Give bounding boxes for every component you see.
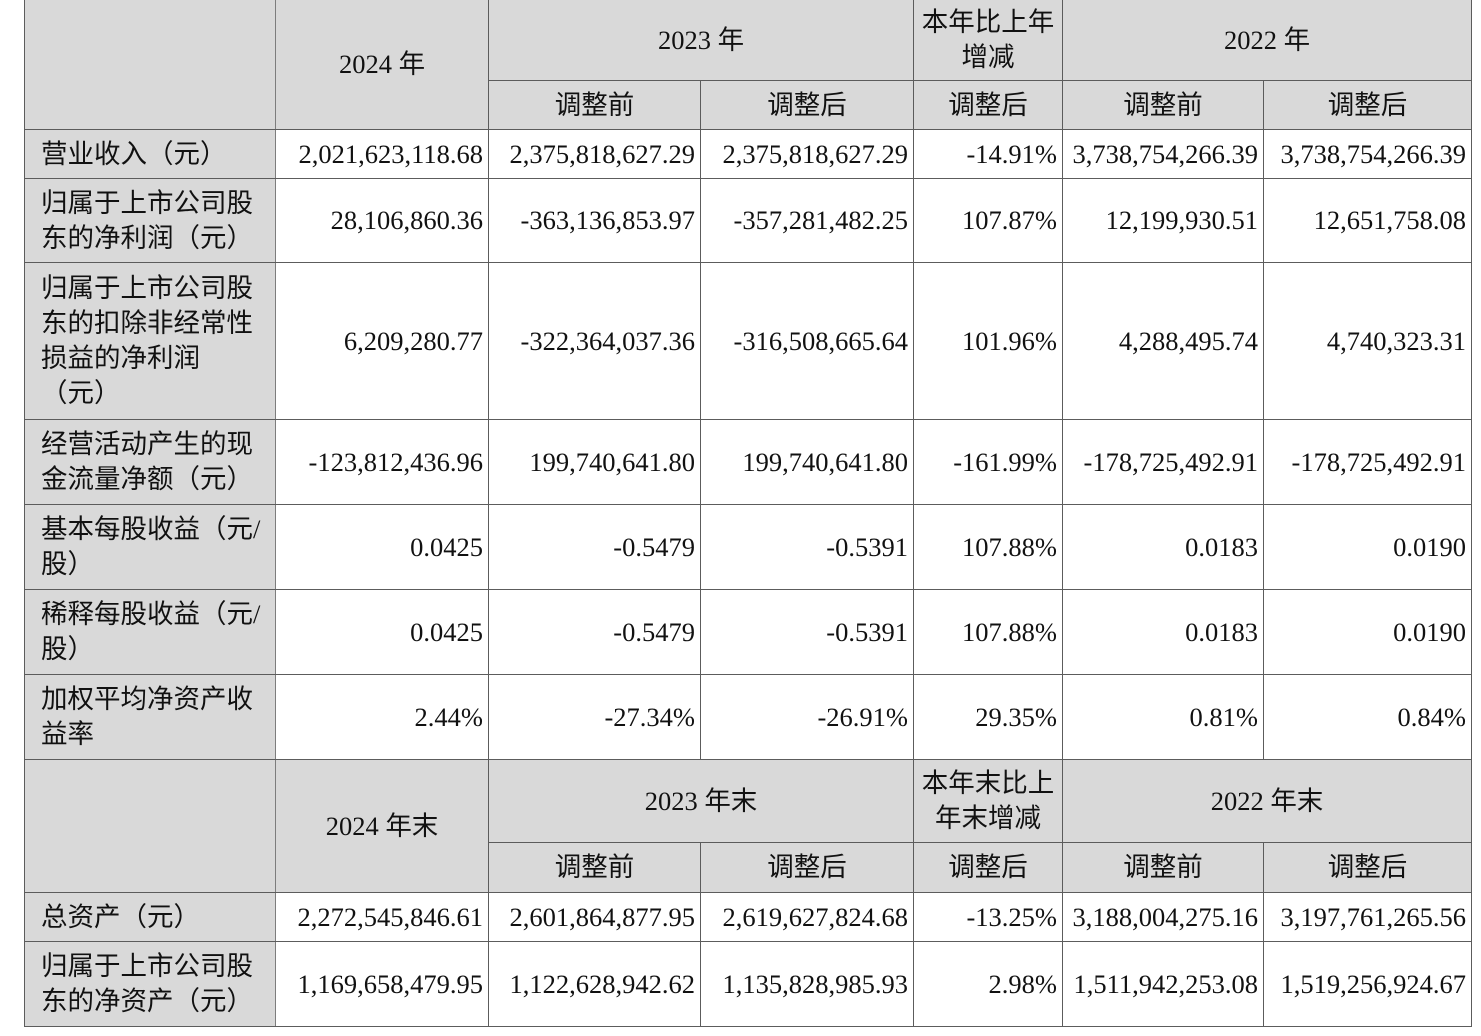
value-two-prior-before: 1,511,942,253.08 [1062,941,1264,1027]
header-prior-before-adjustment: 调整前 [488,842,701,893]
value-change: 107.88% [913,504,1063,590]
row-label: 加权平均净资产收 益率 [24,674,276,760]
value-change: 107.87% [913,178,1063,263]
table-row-net-profit-deducted: 归属于上市公司股 东的扣除非经常性 损益的净利润 （元） 6,209,280.7… [24,262,1472,420]
value-two-prior-after: 4,740,323.31 [1263,262,1472,420]
table-row-basic-eps: 基本每股收益（元/ 股） 0.0425 -0.5479 -0.5391 107.… [24,504,1472,590]
value-prior-before: 2,601,864,877.95 [488,892,701,942]
value-prior-after: 2,375,818,627.29 [700,129,914,179]
table-row-net-profit: 归属于上市公司股 东的净利润（元） 28,106,860.36 -363,136… [24,178,1472,263]
value-prior-before: 1,122,628,942.62 [488,941,701,1027]
row-label: 归属于上市公司股 东的净利润（元） [24,178,276,263]
value-prior-before: -363,136,853.97 [488,178,701,263]
value-current: -123,812,436.96 [275,419,489,505]
header-prior-before-adjustment: 调整前 [488,80,701,130]
value-change: 101.96% [913,262,1063,420]
value-prior-after: -316,508,665.64 [700,262,914,420]
value-prior-after: 199,740,641.80 [700,419,914,505]
balance-header-row-1: 2024 年末 2023 年末 本年末比上 年末增减 2022 年末 [24,759,1472,893]
value-two-prior-before: 3,188,004,275.16 [1062,892,1264,942]
value-current: 1,169,658,479.95 [275,941,489,1027]
header-prior-after-adjustment: 调整后 [700,842,914,893]
value-two-prior-before: 4,288,495.74 [1062,262,1264,420]
value-two-prior-before: 0.0183 [1062,589,1264,675]
value-change: 107.88% [913,589,1063,675]
header-two-prior-after-adjustment: 调整后 [1263,842,1472,893]
header-year-end-change: 本年末比上 年末增减 [913,759,1063,843]
value-two-prior-after: 0.0190 [1263,589,1472,675]
value-two-prior-before: 0.0183 [1062,504,1264,590]
row-label: 归属于上市公司股 东的净资产（元） [24,941,276,1027]
row-label: 总资产（元） [24,892,276,942]
row-label: 稀释每股收益（元/ 股） [24,589,276,675]
value-prior-before: -0.5479 [488,589,701,675]
value-two-prior-after: 3,197,761,265.56 [1263,892,1472,942]
balance-header-corner [24,759,276,893]
income-header-row-2: 调整前 调整后 调整后 调整前 调整后 [25,80,1472,130]
header-two-prior-after-adjustment: 调整后 [1263,80,1472,130]
header-yoy-change: 本年比上年 增减 [913,0,1063,81]
value-two-prior-after: 0.84% [1263,674,1472,760]
value-current: 0.0425 [275,589,489,675]
header-two-prior-before-adjustment: 调整前 [1062,842,1264,893]
row-label: 基本每股收益（元/ 股） [24,504,276,590]
header-current-year-end: 2024 年末 [275,759,489,893]
value-two-prior-after: 0.0190 [1263,504,1472,590]
value-two-prior-after: 12,651,758.08 [1263,178,1472,263]
header-current-year: 2024 年 [275,0,489,130]
table-row-net-assets: 归属于上市公司股 东的净资产（元） 1,169,658,479.95 1,122… [24,941,1472,1027]
header-change-after-adjustment: 调整后 [913,842,1063,893]
value-change: 2.98% [913,941,1063,1027]
value-prior-before: 2,375,818,627.29 [488,129,701,179]
value-change: 29.35% [913,674,1063,760]
value-prior-after: 2,619,627,824.68 [700,892,914,942]
value-prior-after: -0.5391 [700,504,914,590]
value-two-prior-before: 12,199,930.51 [1062,178,1264,263]
value-two-prior-after: -178,725,492.91 [1263,419,1472,505]
value-change: -14.91% [913,129,1063,179]
value-prior-before: -27.34% [488,674,701,760]
value-current: 2,272,545,846.61 [275,892,489,942]
header-prior-after-adjustment: 调整后 [700,80,914,130]
income-header-corner [24,0,276,130]
value-prior-before: -322,364,037.36 [488,262,701,420]
header-two-years-prior-end: 2022 年末 [1062,759,1472,843]
value-prior-after: -357,281,482.25 [700,178,914,263]
table-row-diluted-eps: 稀释每股收益（元/ 股） 0.0425 -0.5479 -0.5391 107.… [24,589,1472,675]
header-change-after-adjustment: 调整后 [913,80,1063,130]
value-current: 28,106,860.36 [275,178,489,263]
table-row-total-assets: 总资产（元） 2,272,545,846.61 2,601,864,877.95… [24,892,1472,942]
value-current: 2,021,623,118.68 [275,129,489,179]
row-label: 经营活动产生的现 金流量净额（元） [24,419,276,505]
value-current: 0.0425 [275,504,489,590]
table-row-operating-revenue: 营业收入（元） 2,021,623,118.68 2,375,818,627.2… [24,129,1472,179]
key-financial-data-table: 2024 年 2023 年 本年比上年 增减 2022 年 调整前 调整后 调整… [24,0,1472,1027]
value-change: -13.25% [913,892,1063,942]
header-two-years-prior: 2022 年 [1062,0,1472,81]
value-two-prior-before: -178,725,492.91 [1062,419,1264,505]
value-prior-after: -26.91% [700,674,914,760]
table-row-operating-cash-flow: 经营活动产生的现 金流量净额（元） -123,812,436.96 199,74… [24,419,1472,505]
row-label: 归属于上市公司股 东的扣除非经常性 损益的净利润 （元） [24,262,276,420]
value-prior-before: 199,740,641.80 [488,419,701,505]
value-change: -161.99% [913,419,1063,505]
value-current: 6,209,280.77 [275,262,489,420]
table-row-weighted-roe: 加权平均净资产收 益率 2.44% -27.34% -26.91% 29.35%… [24,674,1472,760]
value-two-prior-before: 3,738,754,266.39 [1062,129,1264,179]
value-prior-after: 1,135,828,985.93 [700,941,914,1027]
value-two-prior-after: 3,738,754,266.39 [1263,129,1472,179]
value-prior-after: -0.5391 [700,589,914,675]
header-prior-year-end: 2023 年末 [488,759,914,843]
value-current: 2.44% [275,674,489,760]
row-label: 营业收入（元） [24,129,276,179]
header-prior-year: 2023 年 [488,0,914,81]
value-two-prior-before: 0.81% [1062,674,1264,760]
income-header-row-1: 2024 年 2023 年 本年比上年 增减 2022 年 [24,0,1472,130]
balance-header-row-2: 调整前 调整后 调整后 调整前 调整后 [25,842,1472,893]
value-prior-before: -0.5479 [488,504,701,590]
header-two-prior-before-adjustment: 调整前 [1062,80,1264,130]
value-two-prior-after: 1,519,256,924.67 [1263,941,1472,1027]
